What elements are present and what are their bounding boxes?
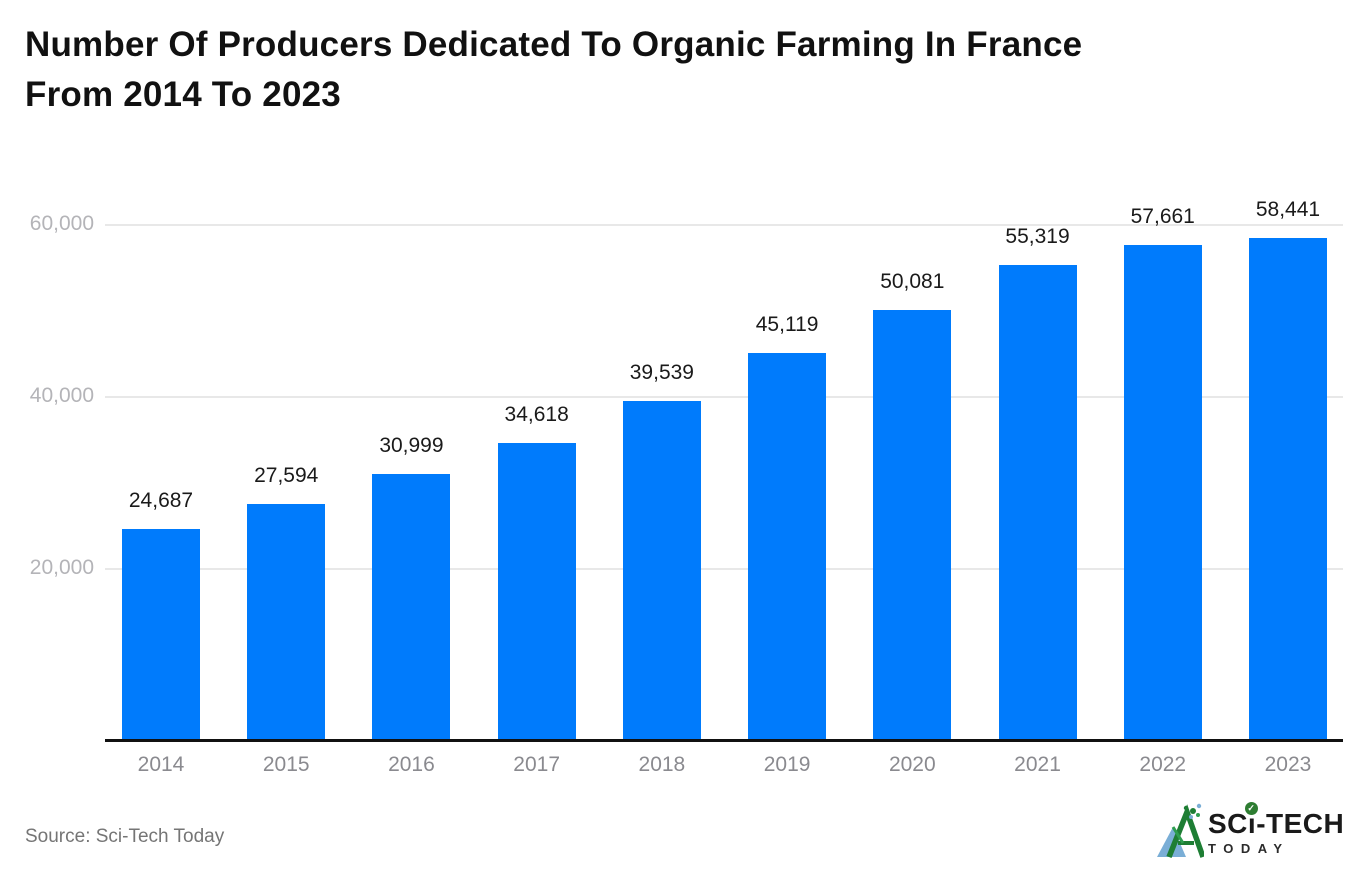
logo-brand-i: ı ✓ [1244,802,1258,839]
bar-2017 [497,443,576,739]
gridline-60,000 [105,224,1343,226]
logo-brand-prefix: SC [1208,808,1248,839]
xtick-label-2020: 2020 [888,753,936,776]
bar-2023 [1248,238,1327,739]
bar-value-label-2019: 45,119 [755,312,819,336]
bar-value-label-2017: 34,618 [504,403,569,427]
sci-tech-today-logo: SCı ✓ -TECH TODAY [1156,802,1345,861]
bar-value-label-2015: 27,594 [254,463,319,487]
xtick-label-2015: 2015 [262,753,310,776]
gridline-20,000 [105,568,1343,570]
xtick-label-2017: 2017 [513,753,561,776]
source-note: Source: Sci-Tech Today [25,826,225,847]
xtick-label-2016: 2016 [388,753,435,776]
bar-2020 [873,310,952,739]
check-badge-icon: ✓ [1244,802,1258,815]
ytick-label-40,000: 40,000 [29,384,94,407]
bar-2016 [372,474,451,739]
xtick-label-2014: 2014 [137,753,185,776]
logo-subtitle: TODAY [1208,841,1290,856]
gridline-40,000 [105,396,1343,398]
bar-2021 [998,265,1077,739]
chart-title-line2: From 2014 To 2023 [25,75,341,114]
bar-value-label-2014: 24,687 [128,488,194,512]
ytick-label-60,000: 60,000 [29,212,94,235]
bar-2014 [122,528,200,739]
bar-value-label-2020: 50,081 [880,270,945,294]
xtick-label-2021: 2021 [1014,753,1061,776]
ytick-label-20,000: 20,000 [29,556,94,579]
bar-2022 [1123,245,1202,739]
x-axis-line [105,739,1343,742]
chart-title: Number Of Producers Dedicated To Organic… [25,20,1315,120]
bar-value-label-2021: 55,319 [1005,225,1070,249]
bar-2019 [748,352,827,739]
xtick-label-2022: 2022 [1139,753,1187,776]
bar-value-label-2016: 30,999 [379,434,444,458]
bar-value-label-2022: 57,661 [1130,205,1195,229]
logo-brand: SCı ✓ -TECH [1208,802,1345,839]
xtick-label-2023: 2023 [1264,753,1312,776]
bar-2018 [622,400,701,739]
bar-value-label-2023: 58,441 [1255,198,1321,222]
xtick-label-2018: 2018 [638,753,686,776]
bar-2015 [247,503,326,739]
mountain-logo-icon [1157,803,1204,859]
logo-brand-suffix: -TECH [1256,808,1345,839]
chart-title-line1: Number Of Producers Dedicated To Organic… [25,25,1083,64]
xtick-label-2019: 2019 [763,753,811,776]
logo-text-block: SCı ✓ -TECH TODAY [1208,802,1345,856]
bar-value-label-2018: 39,539 [629,360,694,384]
